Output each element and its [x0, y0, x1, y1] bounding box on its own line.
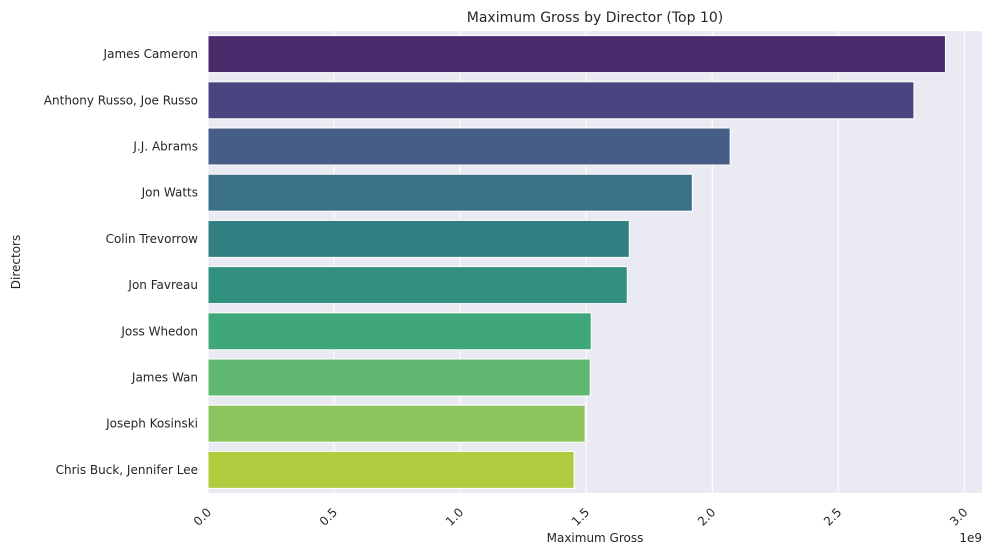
y-tick-label: James Cameron [103, 47, 198, 61]
x-axis-label: Maximum Gross [547, 531, 644, 545]
x-tick-label: 2.0 [695, 505, 718, 528]
y-tick-label: Jon Favreau [127, 278, 198, 292]
x-tick-label: 3.0 [947, 505, 970, 528]
y-tick-label: Joss Whedon [120, 324, 198, 338]
bar [207, 219, 630, 258]
bar [207, 450, 575, 489]
x-axis-offset-label: 1e9 [959, 531, 982, 545]
y-axis-label: Directors [9, 235, 23, 289]
y-tick-label: Colin Trevorrow [106, 232, 199, 246]
y-tick-label: James Wan [131, 371, 198, 385]
x-tick-label: 1.5 [569, 505, 592, 528]
y-tick-label: Jon Watts [141, 186, 198, 200]
y-tick-label: Anthony Russo, Joe Russo [44, 93, 198, 107]
y-tick-label: J.J. Abrams [132, 140, 198, 154]
x-tick-label: 2.5 [821, 505, 844, 528]
bar [207, 312, 592, 351]
x-tick-label: 0.5 [317, 505, 340, 528]
x-tick-label: 1.0 [443, 505, 466, 528]
bar [207, 358, 591, 397]
y-tick-label: Joseph Kosinski [105, 417, 198, 431]
bar [207, 127, 731, 166]
bar [207, 173, 693, 212]
bar [207, 81, 915, 120]
bar [207, 266, 628, 305]
bar [207, 404, 586, 443]
chart-title: Maximum Gross by Director (Top 10) [467, 10, 723, 26]
x-tick-label: 0.0 [191, 505, 214, 528]
y-tick-label: Chris Buck, Jennifer Lee [56, 463, 198, 477]
bar [207, 35, 946, 74]
